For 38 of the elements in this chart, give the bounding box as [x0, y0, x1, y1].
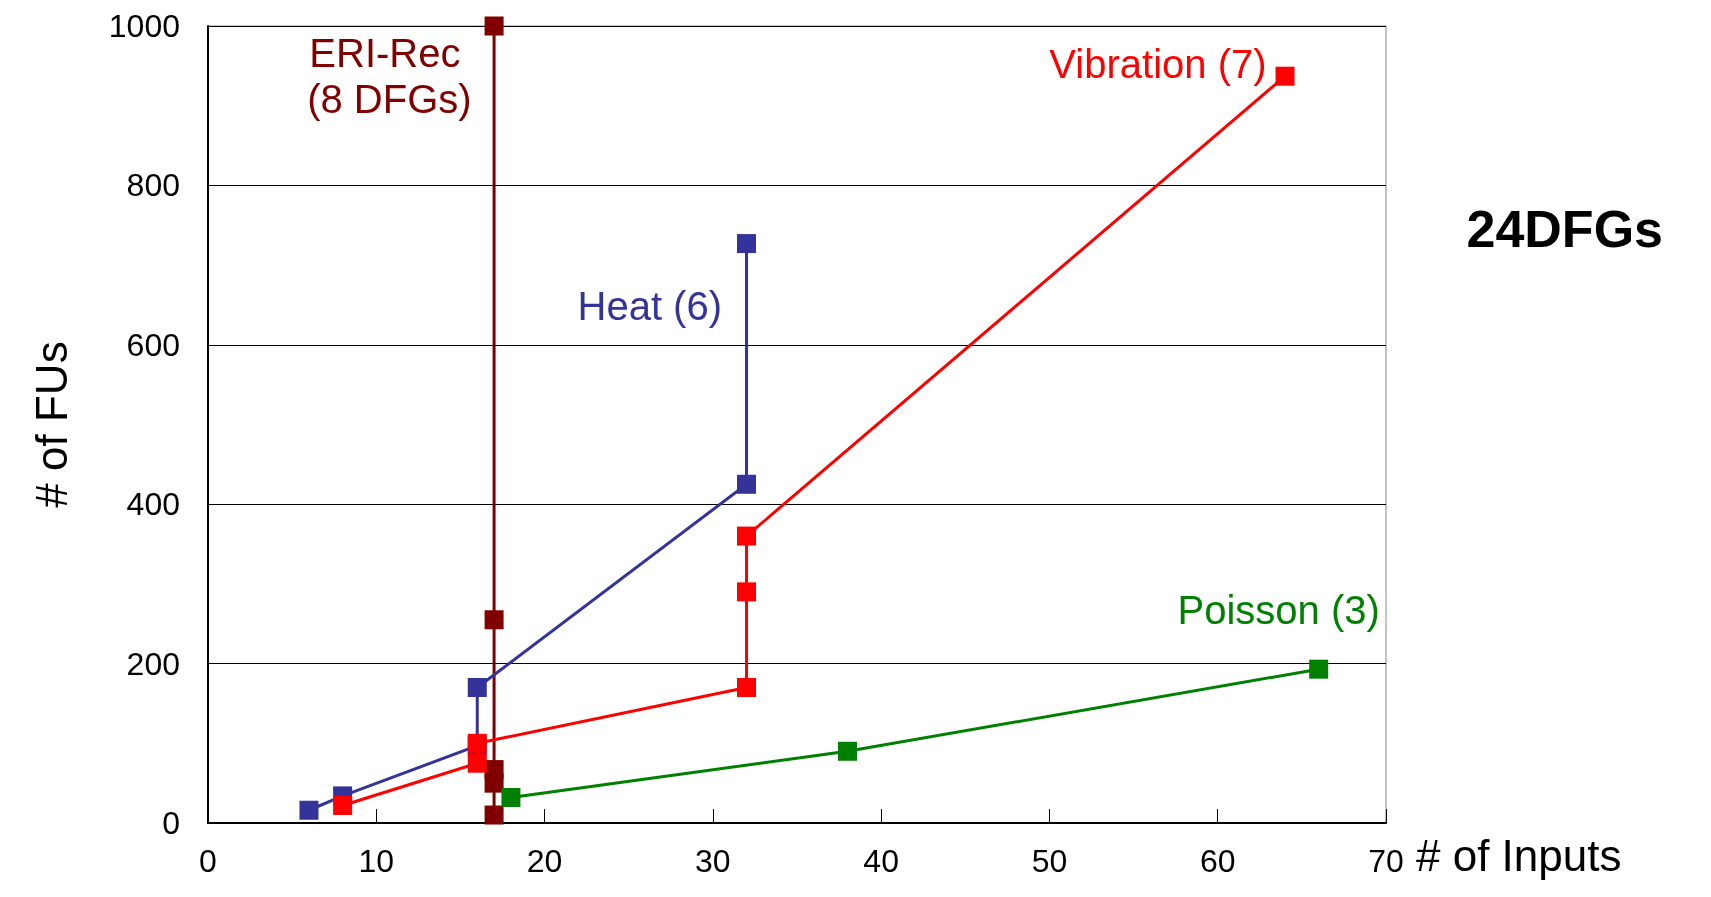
point [737, 526, 757, 546]
series-label: Heat (6) [577, 283, 723, 328]
point [501, 788, 521, 807]
point [737, 582, 757, 602]
y-tick-label: 0 [162, 805, 180, 841]
x-tick-label: 0 [199, 843, 217, 879]
y-tick-label: 800 [126, 167, 180, 204]
x-axis-title: # of Inputs [1416, 830, 1622, 880]
y-tick-label: 1000 [108, 8, 180, 44]
y-tick-label: 200 [126, 645, 180, 682]
x-tick-label: 30 [695, 843, 731, 879]
point [1275, 66, 1295, 86]
x-tick-label: 10 [358, 843, 395, 879]
point [484, 610, 504, 630]
y-axis-title: # of FUs [26, 341, 76, 508]
y-tick-label: 400 [126, 486, 180, 523]
point [737, 678, 757, 698]
series-label: ERI-Rec (8 DFGs) [307, 31, 472, 121]
x-tick-label: 50 [1031, 843, 1068, 879]
x-tick-label: 20 [526, 843, 563, 879]
text: 24DFGs [1466, 200, 1664, 258]
point [737, 234, 757, 254]
point [737, 474, 757, 494]
x-tick-label: 70 [1368, 843, 1404, 879]
point [484, 805, 504, 825]
x-tick-label: 60 [1199, 843, 1236, 879]
x-tick-label: 40 [863, 843, 899, 879]
point [1309, 659, 1329, 679]
point [333, 795, 353, 815]
point [484, 16, 504, 36]
point [467, 678, 487, 698]
series-label: Vibration (7) [1049, 42, 1267, 87]
point [299, 800, 319, 820]
point [484, 760, 504, 780]
point [837, 741, 857, 761]
series-label: Poisson (3) [1177, 587, 1380, 632]
point [467, 753, 487, 773]
y-tick-label: 600 [126, 326, 180, 363]
